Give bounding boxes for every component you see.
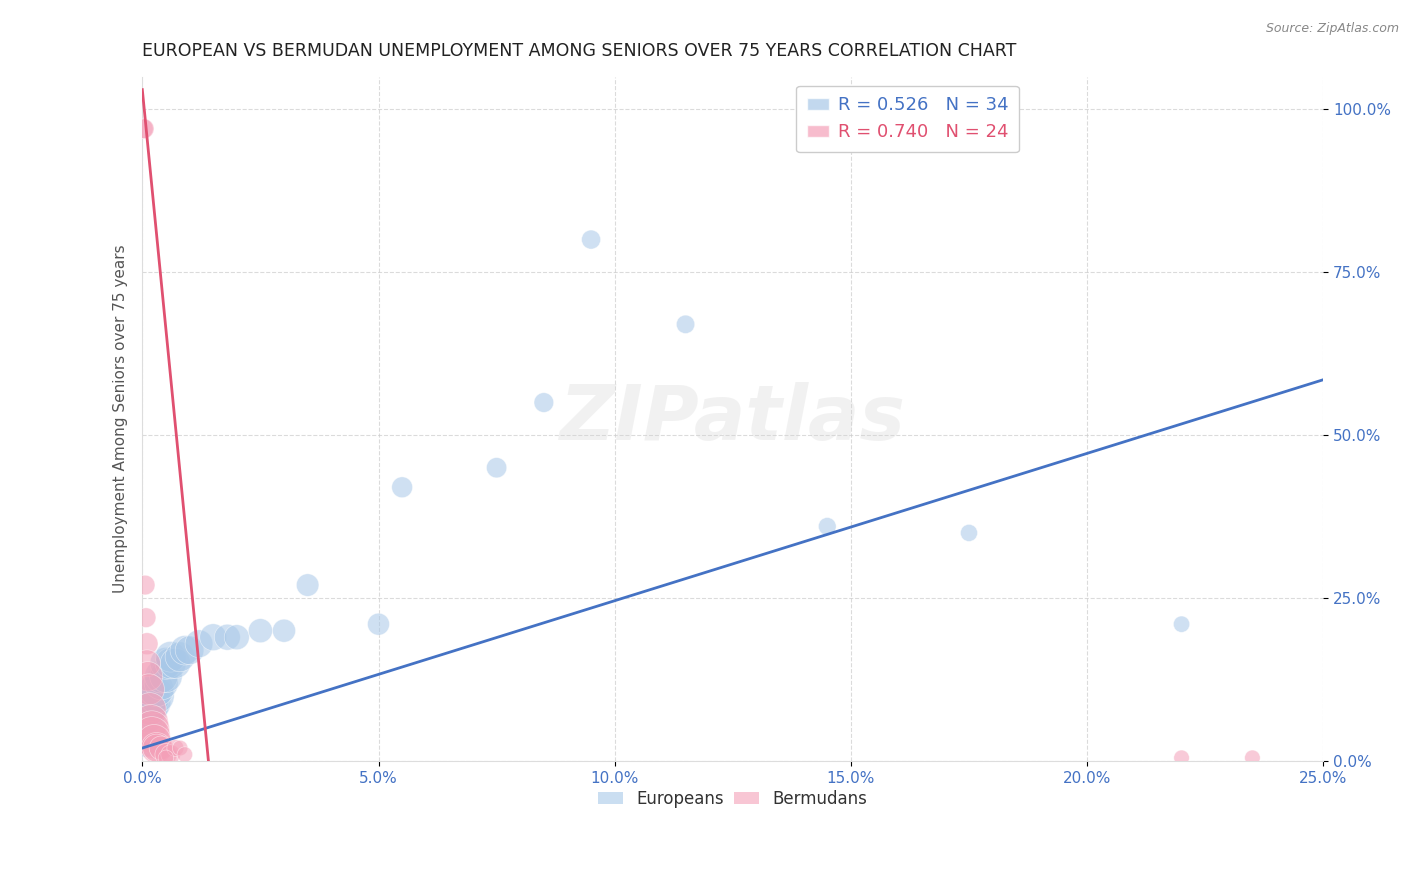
Point: [138, 682, 160, 697]
Text: EUROPEAN VS BERMUDAN UNEMPLOYMENT AMONG SENIORS OVER 75 YEARS CORRELATION CHART: EUROPEAN VS BERMUDAN UNEMPLOYMENT AMONG …: [142, 42, 1017, 60]
Point: [815, 519, 838, 533]
Text: ZIPatlas: ZIPatlas: [560, 382, 905, 456]
Point: [136, 637, 159, 651]
Point: [485, 460, 508, 475]
Point: [155, 751, 177, 765]
Legend: Europeans, Bermudans: Europeans, Bermudans: [592, 783, 875, 814]
Point: [169, 741, 191, 756]
Point: [145, 741, 167, 756]
Point: [579, 233, 602, 247]
Point: [249, 624, 271, 638]
Point: [139, 702, 162, 716]
Point: [150, 741, 173, 756]
Point: [173, 643, 195, 657]
Point: [159, 747, 181, 762]
Point: [143, 734, 166, 748]
Point: [159, 649, 181, 664]
Point: [391, 480, 413, 494]
Point: [957, 525, 980, 540]
Point: [141, 695, 163, 709]
Point: [1170, 617, 1192, 632]
Point: [141, 722, 163, 736]
Point: [217, 630, 239, 644]
Point: [155, 747, 177, 762]
Point: [179, 643, 201, 657]
Point: [1241, 751, 1264, 765]
Point: [132, 121, 155, 136]
Point: [155, 669, 177, 683]
Point: [136, 657, 159, 671]
Y-axis label: Unemployment Among Seniors over 75 years: Unemployment Among Seniors over 75 years: [114, 244, 128, 593]
Point: [139, 714, 162, 729]
Point: [136, 708, 159, 723]
Point: [273, 624, 295, 638]
Point: [145, 741, 167, 756]
Point: [202, 630, 225, 644]
Point: [150, 676, 173, 690]
Point: [136, 722, 159, 736]
Point: [173, 747, 195, 762]
Point: [145, 689, 167, 703]
Point: [188, 637, 211, 651]
Point: [165, 657, 187, 671]
Point: [141, 728, 163, 742]
Point: [165, 741, 187, 756]
Point: [367, 617, 389, 632]
Point: [134, 578, 156, 592]
Point: [141, 689, 163, 703]
Point: [297, 578, 319, 592]
Point: [136, 669, 159, 683]
Point: [225, 630, 247, 644]
Point: [134, 121, 156, 136]
Text: Source: ZipAtlas.com: Source: ZipAtlas.com: [1265, 22, 1399, 36]
Point: [134, 734, 156, 748]
Point: [159, 657, 181, 671]
Point: [135, 610, 157, 624]
Point: [145, 682, 167, 697]
Point: [138, 702, 160, 716]
Point: [150, 669, 173, 683]
Point: [169, 649, 191, 664]
Point: [1170, 751, 1192, 765]
Point: [675, 318, 697, 332]
Point: [533, 395, 555, 409]
Point: [155, 657, 177, 671]
